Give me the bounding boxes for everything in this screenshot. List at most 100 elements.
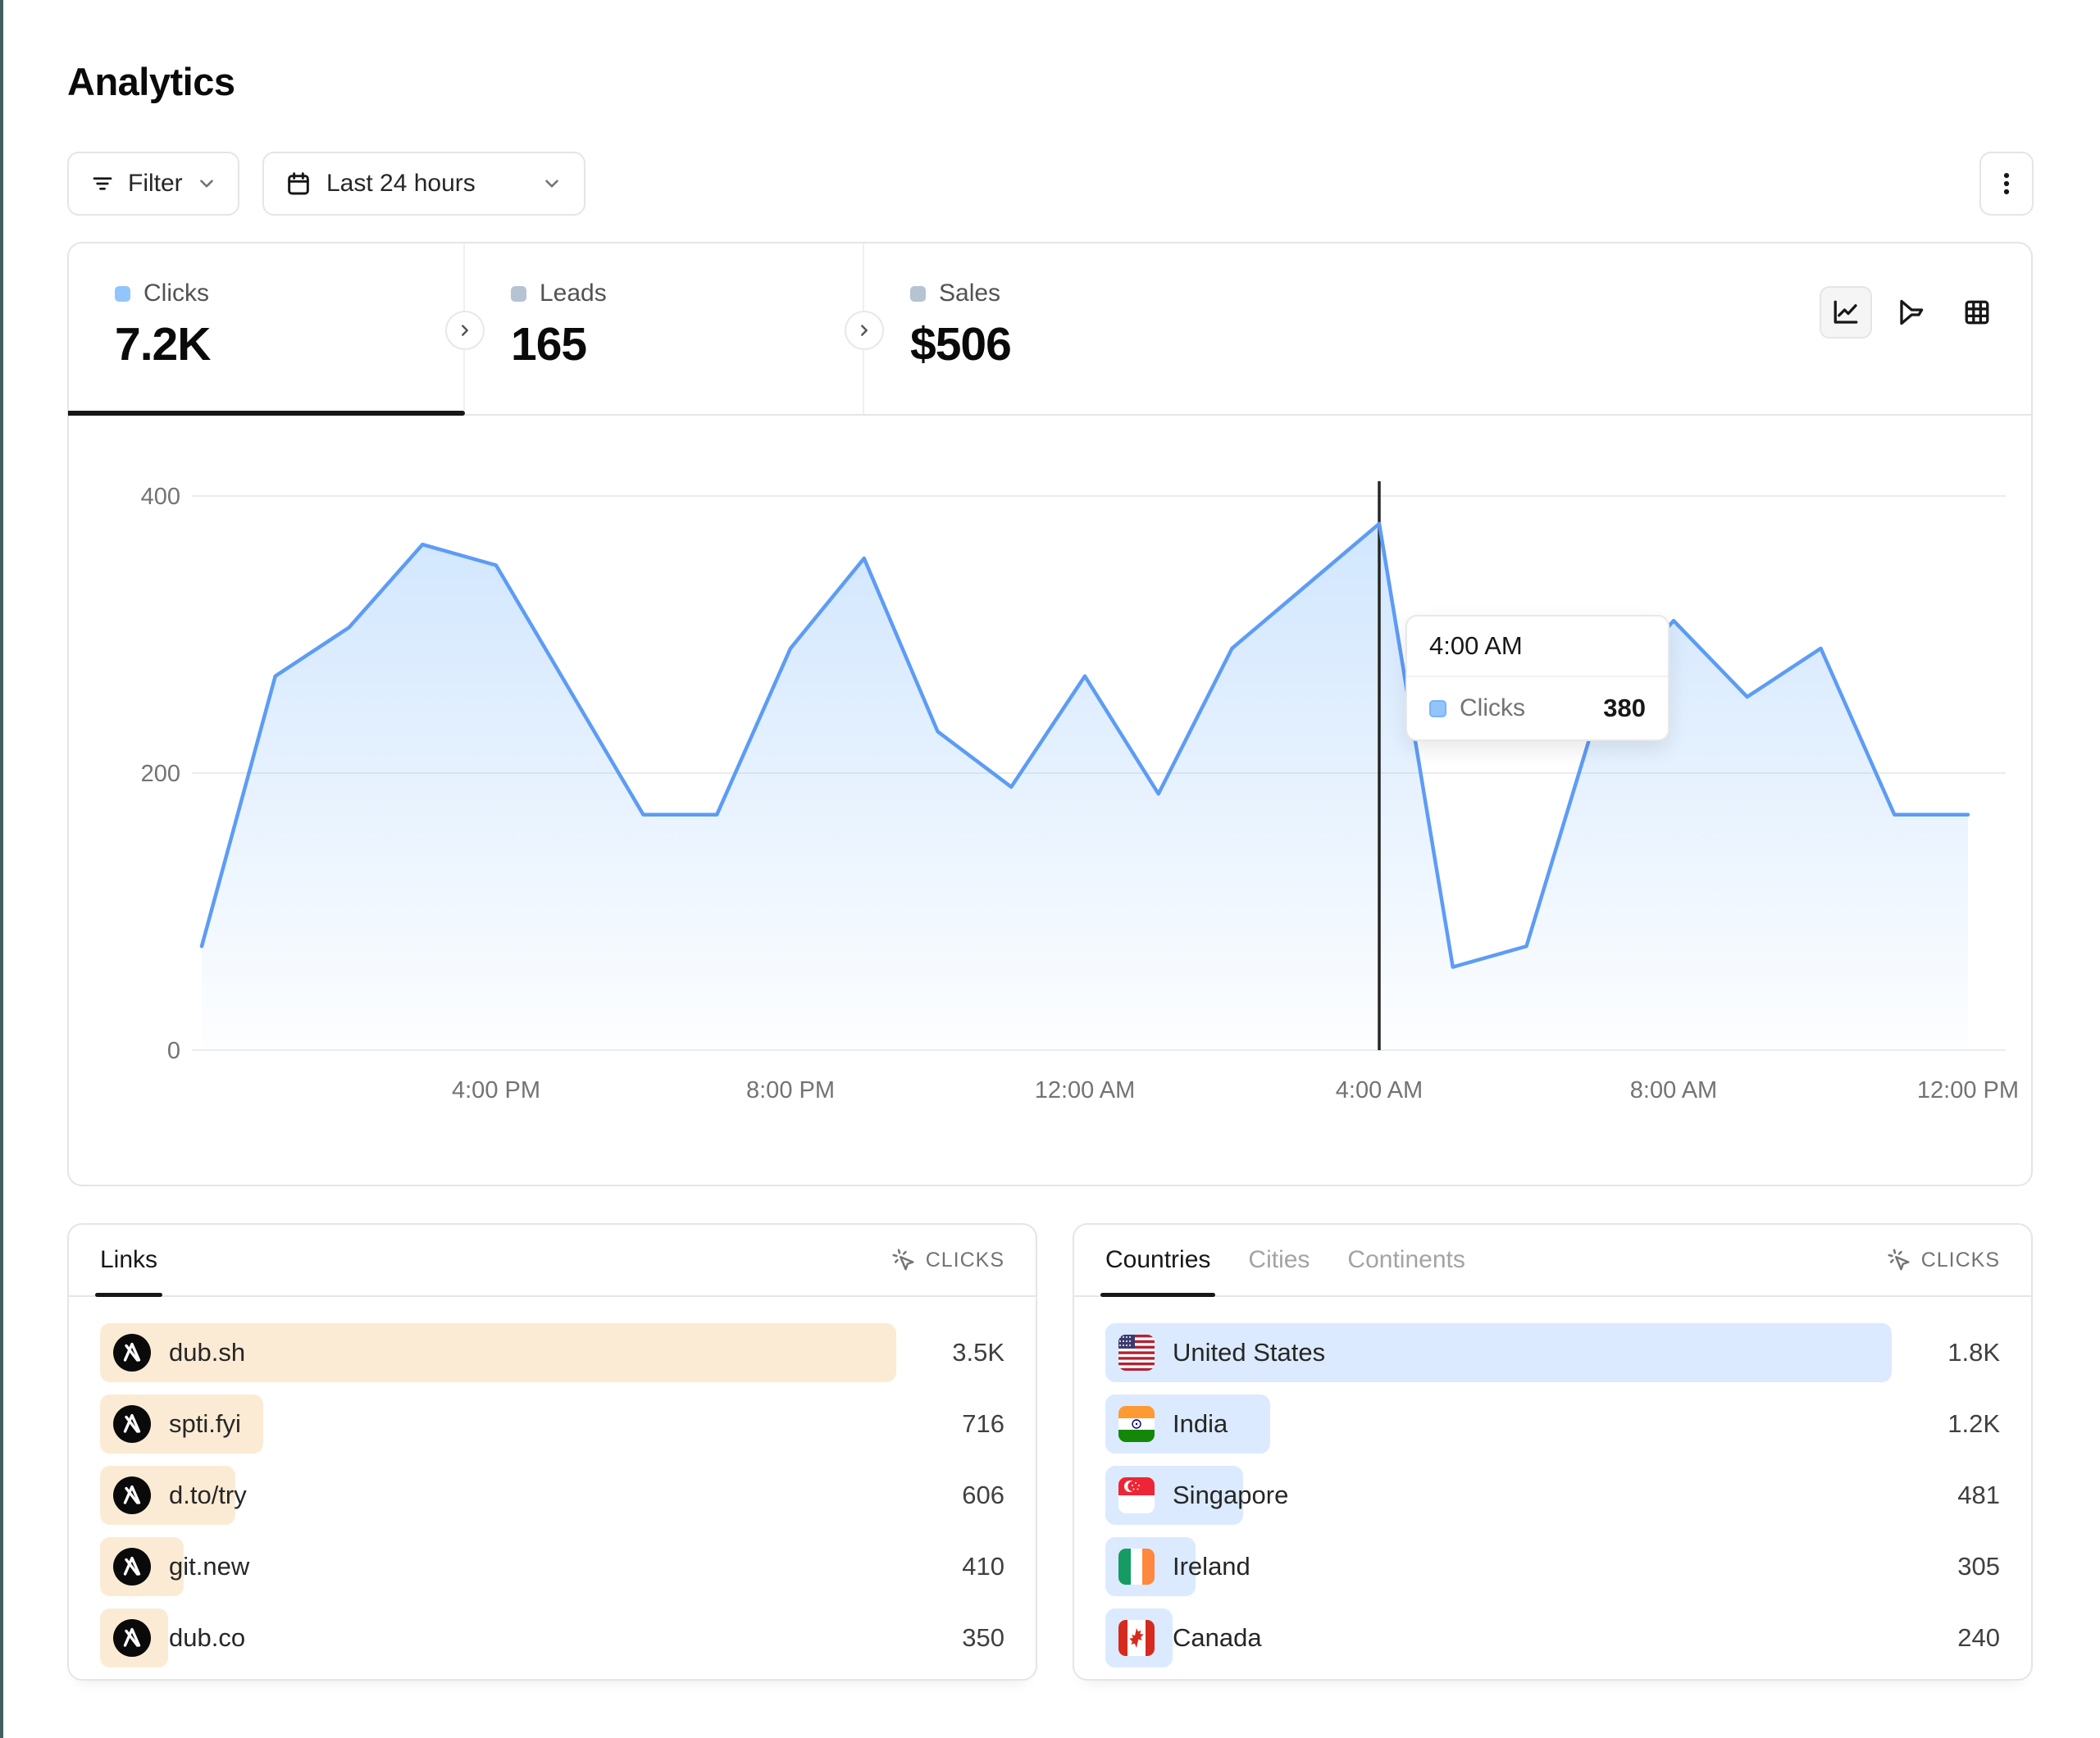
dub-logo-icon	[113, 1476, 151, 1514]
tab-links[interactable]: Links	[94, 1225, 163, 1297]
row-label: dub.sh	[169, 1338, 246, 1367]
tab-cities[interactable]: Cities	[1248, 1246, 1310, 1273]
area-fill	[202, 523, 1968, 1050]
x-axis-tick: 8:00 PM	[746, 1077, 835, 1103]
flag-icon-ie	[1118, 1549, 1155, 1585]
dub-logo-icon	[113, 1334, 151, 1372]
dub-logo-icon	[113, 1405, 151, 1443]
row-value: 1.2K	[1947, 1409, 2000, 1438]
sales-legend-square	[910, 285, 926, 302]
table-view-button[interactable]	[1951, 286, 2003, 339]
expand-sales-button[interactable]	[845, 311, 884, 350]
tab-clicks[interactable]: Clicks 7.2K	[68, 243, 465, 416]
row-label: United States	[1173, 1338, 1326, 1367]
list-item[interactable]: Canada 240	[1105, 1608, 2000, 1667]
kebab-menu-icon	[1993, 170, 2020, 198]
tab-countries[interactable]: Countries	[1100, 1225, 1216, 1297]
row-value: 350	[962, 1623, 1004, 1652]
filter-icon	[90, 171, 115, 196]
row-value: 305	[1957, 1552, 2000, 1581]
row-label: dub.co	[169, 1623, 246, 1652]
links-list: dub.sh 3.5K spti.fyi 716 d.to/try 606 git.new 4…	[69, 1297, 1036, 1667]
flag-icon-sg	[1118, 1477, 1155, 1513]
dub-logo-icon	[113, 1548, 151, 1586]
list-item[interactable]: United States 1.8K	[1105, 1323, 2000, 1382]
more-options-button[interactable]	[1979, 152, 2034, 216]
tooltip-series-name: Clicks	[1460, 694, 1525, 721]
row-value: 3.5K	[952, 1338, 1004, 1367]
line-chart-view-button[interactable]	[1820, 286, 1872, 339]
expand-leads-button[interactable]	[445, 311, 485, 350]
sales-value: $506	[910, 318, 1012, 371]
dub-logo-icon	[113, 1619, 151, 1657]
list-item[interactable]: Ireland 305	[1105, 1537, 2000, 1596]
row-label: India	[1173, 1409, 1228, 1438]
tab-continents[interactable]: Continents	[1347, 1246, 1465, 1273]
row-value: 606	[962, 1481, 1004, 1509]
flag-icon-in	[1118, 1406, 1155, 1442]
window-edge-accent	[0, 0, 3, 1738]
row-label: git.new	[169, 1552, 250, 1581]
clicks-line	[199, 521, 1970, 969]
tab-sales[interactable]: Sales $506	[864, 243, 2031, 414]
y-axis-tick: 0	[167, 1038, 180, 1064]
countries-list: United States 1.8K India 1.2K Singapore 481 Ir…	[1074, 1297, 2031, 1667]
flag-icon-ca	[1118, 1620, 1155, 1656]
funnel-view-button[interactable]	[1885, 286, 1938, 339]
value-bar	[1105, 1323, 1892, 1382]
tooltip-series-square	[1429, 699, 1446, 717]
leads-label: Leads	[540, 280, 607, 307]
active-tab-underline	[68, 411, 465, 416]
date-range-label: Last 24 hours	[326, 170, 476, 197]
x-axis-tick: 4:00 AM	[1336, 1077, 1423, 1103]
x-axis-tick: 4:00 PM	[452, 1077, 540, 1103]
list-item[interactable]: spti.fyi 716	[100, 1394, 1004, 1454]
list-item[interactable]: dub.co 350	[100, 1608, 1004, 1667]
chart-tooltip: 4:00 AM Clicks 380	[1405, 615, 1670, 741]
countries-metric-selector[interactable]: CLICKS	[1887, 1248, 2000, 1272]
date-range-button[interactable]: Last 24 hours	[262, 152, 585, 216]
links-panel: Links CLICKS dub.sh 3.5K spti.fyi 716 d.to/t…	[67, 1223, 1037, 1681]
chevron-down-icon	[541, 173, 563, 194]
chart-type-switcher	[1820, 286, 2003, 339]
clicks-value: 7.2K	[115, 318, 211, 371]
filter-button-label: Filter	[128, 170, 183, 197]
links-metric-selector[interactable]: CLICKS	[891, 1248, 1004, 1272]
analytics-card: Clicks 7.2K Leads 165 Sales $506	[67, 242, 2033, 1186]
row-label: Canada	[1173, 1623, 1262, 1652]
filter-button[interactable]: Filter	[67, 152, 239, 216]
row-value: 1.8K	[1947, 1338, 2000, 1367]
value-bar	[100, 1323, 896, 1382]
page-title: Analytics	[67, 60, 235, 103]
clicks-legend-square	[115, 285, 130, 302]
tooltip-value: 380	[1603, 694, 1646, 722]
row-label: d.to/try	[169, 1481, 247, 1509]
x-axis-tick: 8:00 AM	[1630, 1077, 1717, 1103]
row-value: 240	[1957, 1623, 2000, 1652]
leads-value: 165	[511, 318, 587, 371]
list-item[interactable]: d.to/try 606	[100, 1466, 1004, 1525]
leads-legend-square	[511, 285, 526, 302]
y-axis-tick: 400	[141, 484, 180, 510]
row-label: Ireland	[1173, 1552, 1250, 1581]
list-item[interactable]: git.new 410	[100, 1537, 1004, 1596]
x-axis-tick: 12:00 PM	[1917, 1077, 2019, 1103]
row-label: Singapore	[1173, 1481, 1289, 1509]
x-axis-tick: 12:00 AM	[1035, 1077, 1136, 1103]
list-item[interactable]: India 1.2K	[1105, 1394, 2000, 1454]
metric-tabs: Clicks 7.2K Leads 165 Sales $506	[68, 243, 2031, 416]
row-value: 410	[962, 1552, 1004, 1581]
clicks-label: Clicks	[143, 280, 209, 307]
links-metric-label: CLICKS	[925, 1248, 1004, 1272]
sales-label: Sales	[939, 280, 1001, 307]
tab-leads[interactable]: Leads 165	[465, 243, 864, 414]
list-item[interactable]: dub.sh 3.5K	[100, 1323, 1004, 1382]
y-axis-tick: 200	[141, 761, 180, 787]
clicks-area-chart[interactable]: 0 200 400 4:00 PM 8:00 PM 12:00 AM 4:00 AM 8:00…	[69, 416, 2031, 1185]
tooltip-time: 4:00 AM	[1407, 616, 1668, 677]
pointer-click-icon	[1887, 1248, 1911, 1272]
countries-panel: Countries Cities Continents CLICKS Unite…	[1073, 1223, 2033, 1681]
pointer-click-icon	[891, 1248, 916, 1272]
list-item[interactable]: Singapore 481	[1105, 1466, 2000, 1525]
flag-icon-us	[1118, 1335, 1155, 1371]
